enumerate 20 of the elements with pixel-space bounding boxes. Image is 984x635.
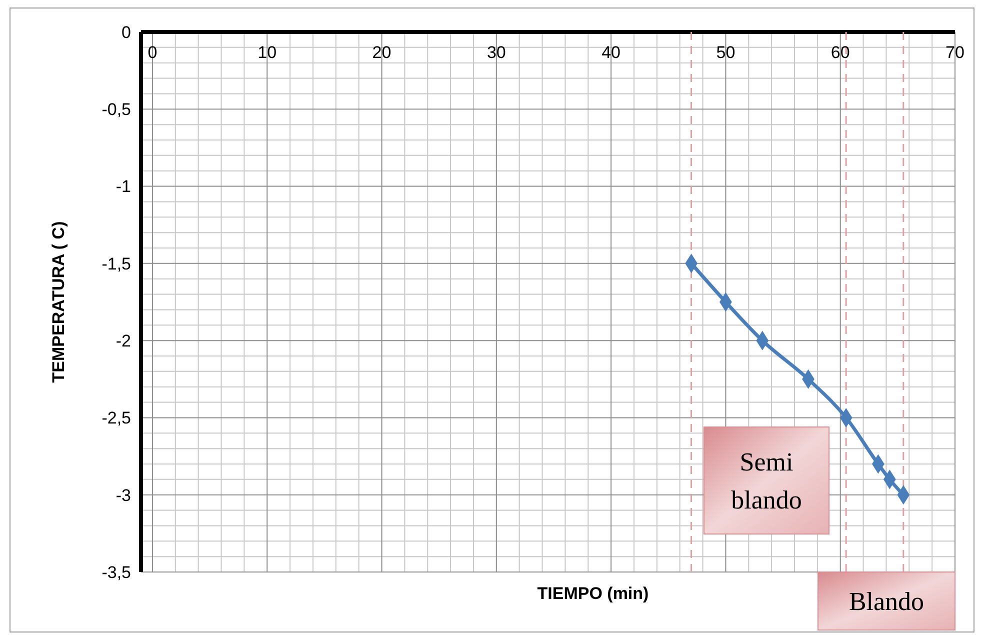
x-tick-label: 60: [830, 43, 850, 62]
y-tick-label: -2: [116, 332, 131, 351]
x-tick-label: 10: [258, 43, 277, 62]
y-axis-title: TEMPERATURA ( C): [49, 221, 68, 383]
y-tick-label: 0: [122, 22, 131, 42]
y-tick-label: -2,5: [102, 408, 131, 428]
y-tick-label: -3: [116, 486, 131, 505]
y-tick-label: -1,5: [102, 254, 131, 274]
x-axis-title: TIEMPO (min): [537, 584, 649, 603]
annotation: Semi blando: [731, 448, 802, 514]
x-tick-label: 70: [946, 43, 964, 62]
y-tick-label: -0,5: [102, 100, 131, 120]
x-tick-label: 50: [716, 43, 736, 62]
x-tick-label: 40: [602, 43, 621, 62]
x-tick-label: 0: [148, 43, 158, 62]
x-tick-label: 30: [486, 43, 506, 62]
y-tick-label: -1: [116, 177, 131, 196]
y-tick-label: -3,5: [102, 562, 131, 582]
x-tick-label: 20: [372, 43, 392, 62]
text: Blando: [848, 587, 924, 616]
